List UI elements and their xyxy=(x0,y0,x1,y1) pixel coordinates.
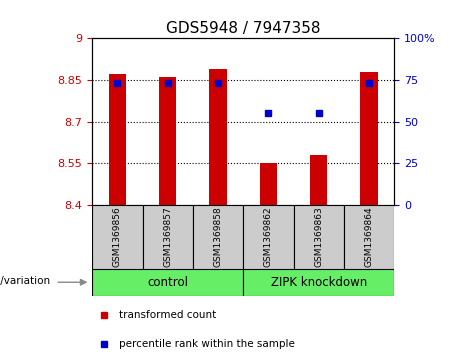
Bar xyxy=(344,205,394,269)
Text: GSM1369864: GSM1369864 xyxy=(365,207,373,267)
Text: GSM1369858: GSM1369858 xyxy=(213,207,223,267)
Text: transformed count: transformed count xyxy=(119,310,217,320)
Text: GSM1369857: GSM1369857 xyxy=(163,207,172,267)
Bar xyxy=(142,205,193,269)
Bar xyxy=(108,74,126,205)
Bar xyxy=(159,77,177,205)
Bar xyxy=(360,72,378,205)
Bar xyxy=(260,163,277,205)
Text: GSM1369862: GSM1369862 xyxy=(264,207,273,267)
Bar xyxy=(92,269,243,296)
Text: GSM1369863: GSM1369863 xyxy=(314,207,323,267)
Bar xyxy=(209,69,227,205)
Bar xyxy=(294,205,344,269)
Bar xyxy=(310,155,327,205)
Bar xyxy=(193,205,243,269)
Text: genotype/variation: genotype/variation xyxy=(0,276,51,286)
Title: GDS5948 / 7947358: GDS5948 / 7947358 xyxy=(166,21,320,36)
Text: ZIPK knockdown: ZIPK knockdown xyxy=(271,276,367,289)
Text: percentile rank within the sample: percentile rank within the sample xyxy=(119,339,295,349)
Bar xyxy=(243,205,294,269)
Text: GSM1369856: GSM1369856 xyxy=(113,207,122,267)
Bar xyxy=(243,269,394,296)
Text: control: control xyxy=(147,276,188,289)
Bar xyxy=(92,205,142,269)
